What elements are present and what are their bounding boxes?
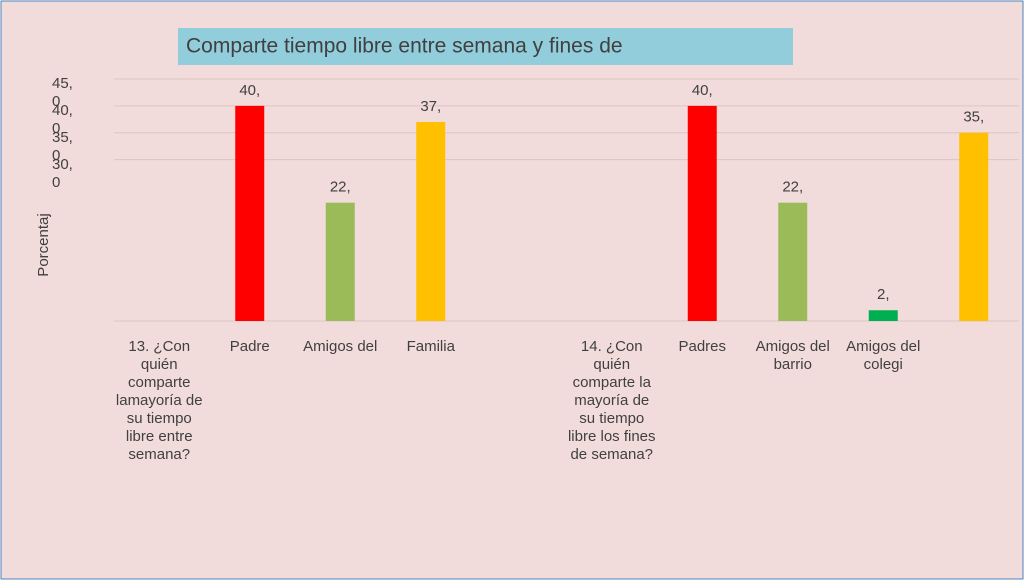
y-axis-title: Porcentaj xyxy=(35,213,52,276)
chart-title: Comparte tiempo libre entre semana y fin… xyxy=(186,35,623,58)
x-tick-label: 14. ¿Con quién comparte la mayoría de su… xyxy=(567,338,656,463)
bar xyxy=(325,202,355,321)
data-label: 35, xyxy=(963,109,984,126)
x-tick-label: Amigos del colegi xyxy=(846,338,921,373)
bar xyxy=(235,105,265,321)
bar xyxy=(416,122,446,322)
data-label: 37, xyxy=(420,98,441,115)
x-tick-label: Familia xyxy=(406,338,455,355)
title-box xyxy=(178,28,793,65)
bar xyxy=(868,310,898,321)
x-tick-label: Padre xyxy=(229,338,270,355)
data-label: 22, xyxy=(330,179,351,196)
bar xyxy=(778,202,808,321)
data-label: 40, xyxy=(239,82,260,99)
data-label: 22, xyxy=(782,179,803,196)
data-label: 40, xyxy=(692,82,713,99)
y-tick-label: 40,0 xyxy=(52,101,73,137)
bar xyxy=(959,132,989,321)
bar xyxy=(687,105,717,321)
y-tick-label: 30,0 xyxy=(52,155,73,191)
y-tick-label: 35,0 xyxy=(52,128,73,164)
x-tick-label: Amigos del barrio xyxy=(755,338,830,373)
x-tick-label: 13. ¿Con quién comparte lamayoría de su … xyxy=(115,338,203,463)
x-tick-label: Padres xyxy=(678,338,727,355)
y-tick-label: 45,0 xyxy=(52,75,73,110)
x-tick-label: Amigos del xyxy=(303,338,378,355)
data-label: 2, xyxy=(877,286,890,303)
